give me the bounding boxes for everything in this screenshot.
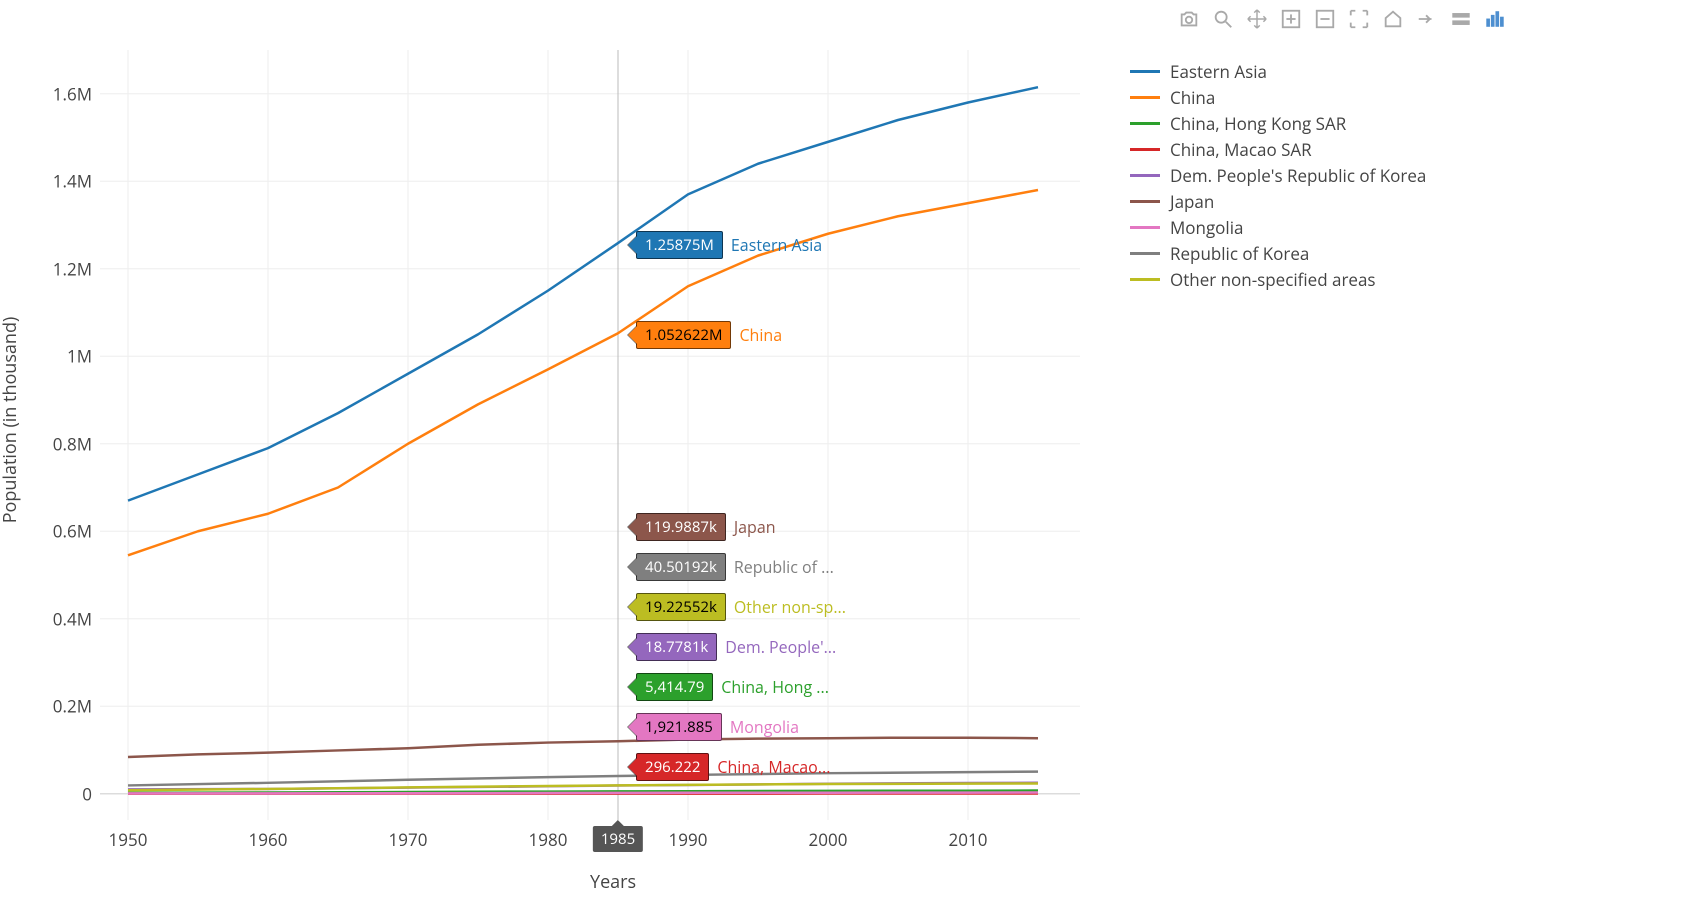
legend-label: Dem. People's Republic of Korea [1170,164,1426,187]
y-tick: 1.2M [53,257,92,280]
hover-icon[interactable] [1450,8,1472,30]
y-tick: 0.2M [53,695,92,718]
legend-label: Mongolia [1170,216,1243,239]
modebar [1178,8,1506,30]
hover-label-dprk: 18.7781kDem. People'... [628,633,836,661]
y-tick: 0.8M [53,432,92,455]
legend-label: China [1170,86,1215,109]
series-eastern_asia[interactable] [128,87,1038,500]
x-tick: 1950 [109,828,148,851]
pan-icon[interactable] [1246,8,1268,30]
y-tick: 0.4M [53,607,92,630]
x-tick: 1990 [669,828,708,851]
legend-label: China, Hong Kong SAR [1170,112,1346,135]
compare-icon[interactable] [1484,8,1506,30]
hover-label-china: 1.052622MChina [628,321,782,349]
legend-item-japan[interactable]: Japan [1130,188,1426,214]
hover-label-rok: 40.50192kRepublic of ... [628,553,834,581]
hover-label-japan: 119.9887kJapan [628,513,776,541]
hover-x-label: 1985 [593,826,643,852]
zoom-icon[interactable] [1212,8,1234,30]
legend-label: Japan [1170,190,1214,213]
series-mongolia[interactable] [128,792,1038,793]
legend-item-macao[interactable]: China, Macao SAR [1130,136,1426,162]
x-tick: 1970 [389,828,428,851]
camera-icon[interactable] [1178,8,1200,30]
legend-label: China, Macao SAR [1170,138,1312,161]
y-tick: 0 [82,782,92,805]
y-tick: 1.6M [53,82,92,105]
y-tick: 1.4M [53,170,92,193]
legend-item-mongolia[interactable]: Mongolia [1130,214,1426,240]
legend-item-dprk[interactable]: Dem. People's Republic of Korea [1130,162,1426,188]
x-tick: 2000 [809,828,848,851]
series-japan[interactable] [128,738,1038,757]
reset-icon[interactable] [1382,8,1404,30]
hover-label-hk: 5,414.79China, Hong ... [628,673,829,701]
legend-item-eastern_asia[interactable]: Eastern Asia [1130,58,1426,84]
y-tick: 0.6M [53,520,92,543]
x-axis-title: Years [590,870,636,894]
y-tick: 1M [67,345,92,368]
legend: Eastern Asia China China, Hong Kong SAR Chi… [1130,58,1426,292]
hover-label-mongolia: 1,921.885Mongolia [628,713,799,741]
legend-item-china[interactable]: China [1130,84,1426,110]
hover-label-macao: 296.222China, Macao... [628,753,830,781]
legend-item-other[interactable]: Other non-specified areas [1130,266,1426,292]
zoom-out-icon[interactable] [1314,8,1336,30]
legend-label: Republic of Korea [1170,242,1309,265]
x-tick: 1960 [249,828,288,851]
legend-item-rok[interactable]: Republic of Korea [1130,240,1426,266]
legend-label: Eastern Asia [1170,60,1267,83]
x-tick: 2010 [949,828,988,851]
spike-icon[interactable] [1416,8,1438,30]
hover-label-other: 19.22552kOther non-sp... [628,593,846,621]
legend-item-hk[interactable]: China, Hong Kong SAR [1130,110,1426,136]
plot-area[interactable]: 00.2M0.4M0.6M0.8M1M1.2M1.4M1.6M 19501960… [100,50,1080,820]
x-tick: 1980 [529,828,568,851]
series-china[interactable] [128,190,1038,555]
zoom-in-icon[interactable] [1280,8,1302,30]
legend-label: Other non-specified areas [1170,268,1376,291]
series-other[interactable] [128,783,1038,790]
hover-label-eastern_asia: 1.25875MEastern Asia [628,231,822,259]
autoscale-icon[interactable] [1348,8,1370,30]
y-axis-title: Population (in thousand) [0,317,22,524]
